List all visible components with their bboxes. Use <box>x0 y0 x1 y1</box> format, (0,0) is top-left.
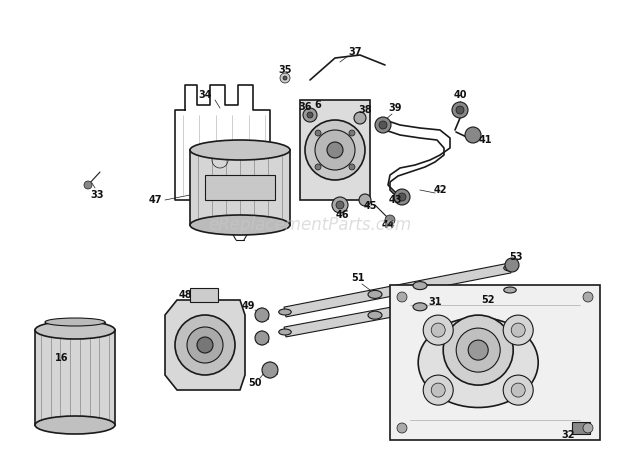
Bar <box>390 285 600 440</box>
Circle shape <box>349 164 355 170</box>
Circle shape <box>84 181 92 189</box>
Bar <box>205 175 275 200</box>
Circle shape <box>332 197 348 213</box>
Circle shape <box>397 423 407 433</box>
Ellipse shape <box>279 329 291 335</box>
Bar <box>300 115 322 123</box>
Circle shape <box>452 102 468 118</box>
Circle shape <box>375 117 391 133</box>
Text: eReplacementParts.com: eReplacementParts.com <box>208 216 412 234</box>
Text: 32: 32 <box>561 430 575 440</box>
Ellipse shape <box>503 287 516 293</box>
Text: 34: 34 <box>198 90 212 100</box>
Circle shape <box>583 423 593 433</box>
Ellipse shape <box>368 311 382 319</box>
Bar <box>190 150 290 225</box>
Circle shape <box>583 292 593 302</box>
Circle shape <box>456 106 464 114</box>
Circle shape <box>443 315 513 385</box>
Ellipse shape <box>279 309 291 315</box>
Circle shape <box>379 121 387 129</box>
Bar <box>45 322 105 334</box>
Circle shape <box>423 315 453 345</box>
Circle shape <box>307 112 313 118</box>
Circle shape <box>503 315 533 345</box>
Text: 41: 41 <box>478 135 492 145</box>
Ellipse shape <box>418 317 538 408</box>
Text: 53: 53 <box>509 252 523 262</box>
Bar <box>35 330 115 425</box>
Text: 43: 43 <box>388 195 402 205</box>
Circle shape <box>431 323 445 337</box>
Ellipse shape <box>35 321 115 339</box>
Circle shape <box>385 215 395 225</box>
Circle shape <box>398 193 406 201</box>
Text: 49: 49 <box>241 301 255 311</box>
Text: 44: 44 <box>381 220 395 230</box>
Text: 6: 6 <box>314 100 321 110</box>
Text: 51: 51 <box>352 273 365 283</box>
Text: 37: 37 <box>348 47 361 57</box>
Text: 42: 42 <box>433 185 447 195</box>
Circle shape <box>255 331 269 345</box>
Circle shape <box>336 201 344 209</box>
Text: 35: 35 <box>278 65 292 75</box>
Circle shape <box>359 194 371 206</box>
Circle shape <box>349 130 355 136</box>
Text: 47: 47 <box>148 195 162 205</box>
Polygon shape <box>284 285 511 337</box>
Circle shape <box>512 323 525 337</box>
Text: 39: 39 <box>388 103 402 113</box>
Polygon shape <box>284 263 511 317</box>
Circle shape <box>283 76 287 80</box>
Bar <box>572 422 590 434</box>
Circle shape <box>303 108 317 122</box>
Ellipse shape <box>35 416 115 434</box>
Ellipse shape <box>503 265 516 271</box>
Text: 16: 16 <box>55 353 69 363</box>
Text: 52: 52 <box>481 295 495 305</box>
Bar <box>190 288 218 302</box>
Ellipse shape <box>368 291 382 299</box>
Circle shape <box>280 73 290 83</box>
Circle shape <box>354 112 366 124</box>
Circle shape <box>327 142 343 158</box>
Text: 33: 33 <box>91 190 104 200</box>
Polygon shape <box>165 300 245 390</box>
Circle shape <box>315 130 321 136</box>
Ellipse shape <box>45 318 105 326</box>
Circle shape <box>262 362 278 378</box>
Circle shape <box>397 292 407 302</box>
Circle shape <box>512 383 525 397</box>
Bar <box>300 100 370 200</box>
Text: 46: 46 <box>335 210 348 220</box>
Circle shape <box>187 327 223 363</box>
Circle shape <box>431 383 445 397</box>
Ellipse shape <box>413 282 427 290</box>
Text: 38: 38 <box>358 105 372 115</box>
Circle shape <box>305 120 365 180</box>
Text: 40: 40 <box>453 90 467 100</box>
Text: 36: 36 <box>298 102 312 112</box>
Circle shape <box>315 164 321 170</box>
Circle shape <box>456 328 500 372</box>
Circle shape <box>315 130 355 170</box>
Text: 31: 31 <box>428 297 441 307</box>
Circle shape <box>505 258 519 272</box>
Circle shape <box>255 308 269 322</box>
Circle shape <box>465 127 481 143</box>
Circle shape <box>468 340 488 360</box>
Circle shape <box>175 315 235 375</box>
Circle shape <box>394 189 410 205</box>
Text: 45: 45 <box>363 201 377 211</box>
Ellipse shape <box>190 140 290 160</box>
Text: 50: 50 <box>248 378 262 388</box>
Circle shape <box>423 375 453 405</box>
Ellipse shape <box>190 215 290 235</box>
Circle shape <box>503 375 533 405</box>
Text: 48: 48 <box>178 290 192 300</box>
Ellipse shape <box>413 303 427 311</box>
Circle shape <box>197 337 213 353</box>
